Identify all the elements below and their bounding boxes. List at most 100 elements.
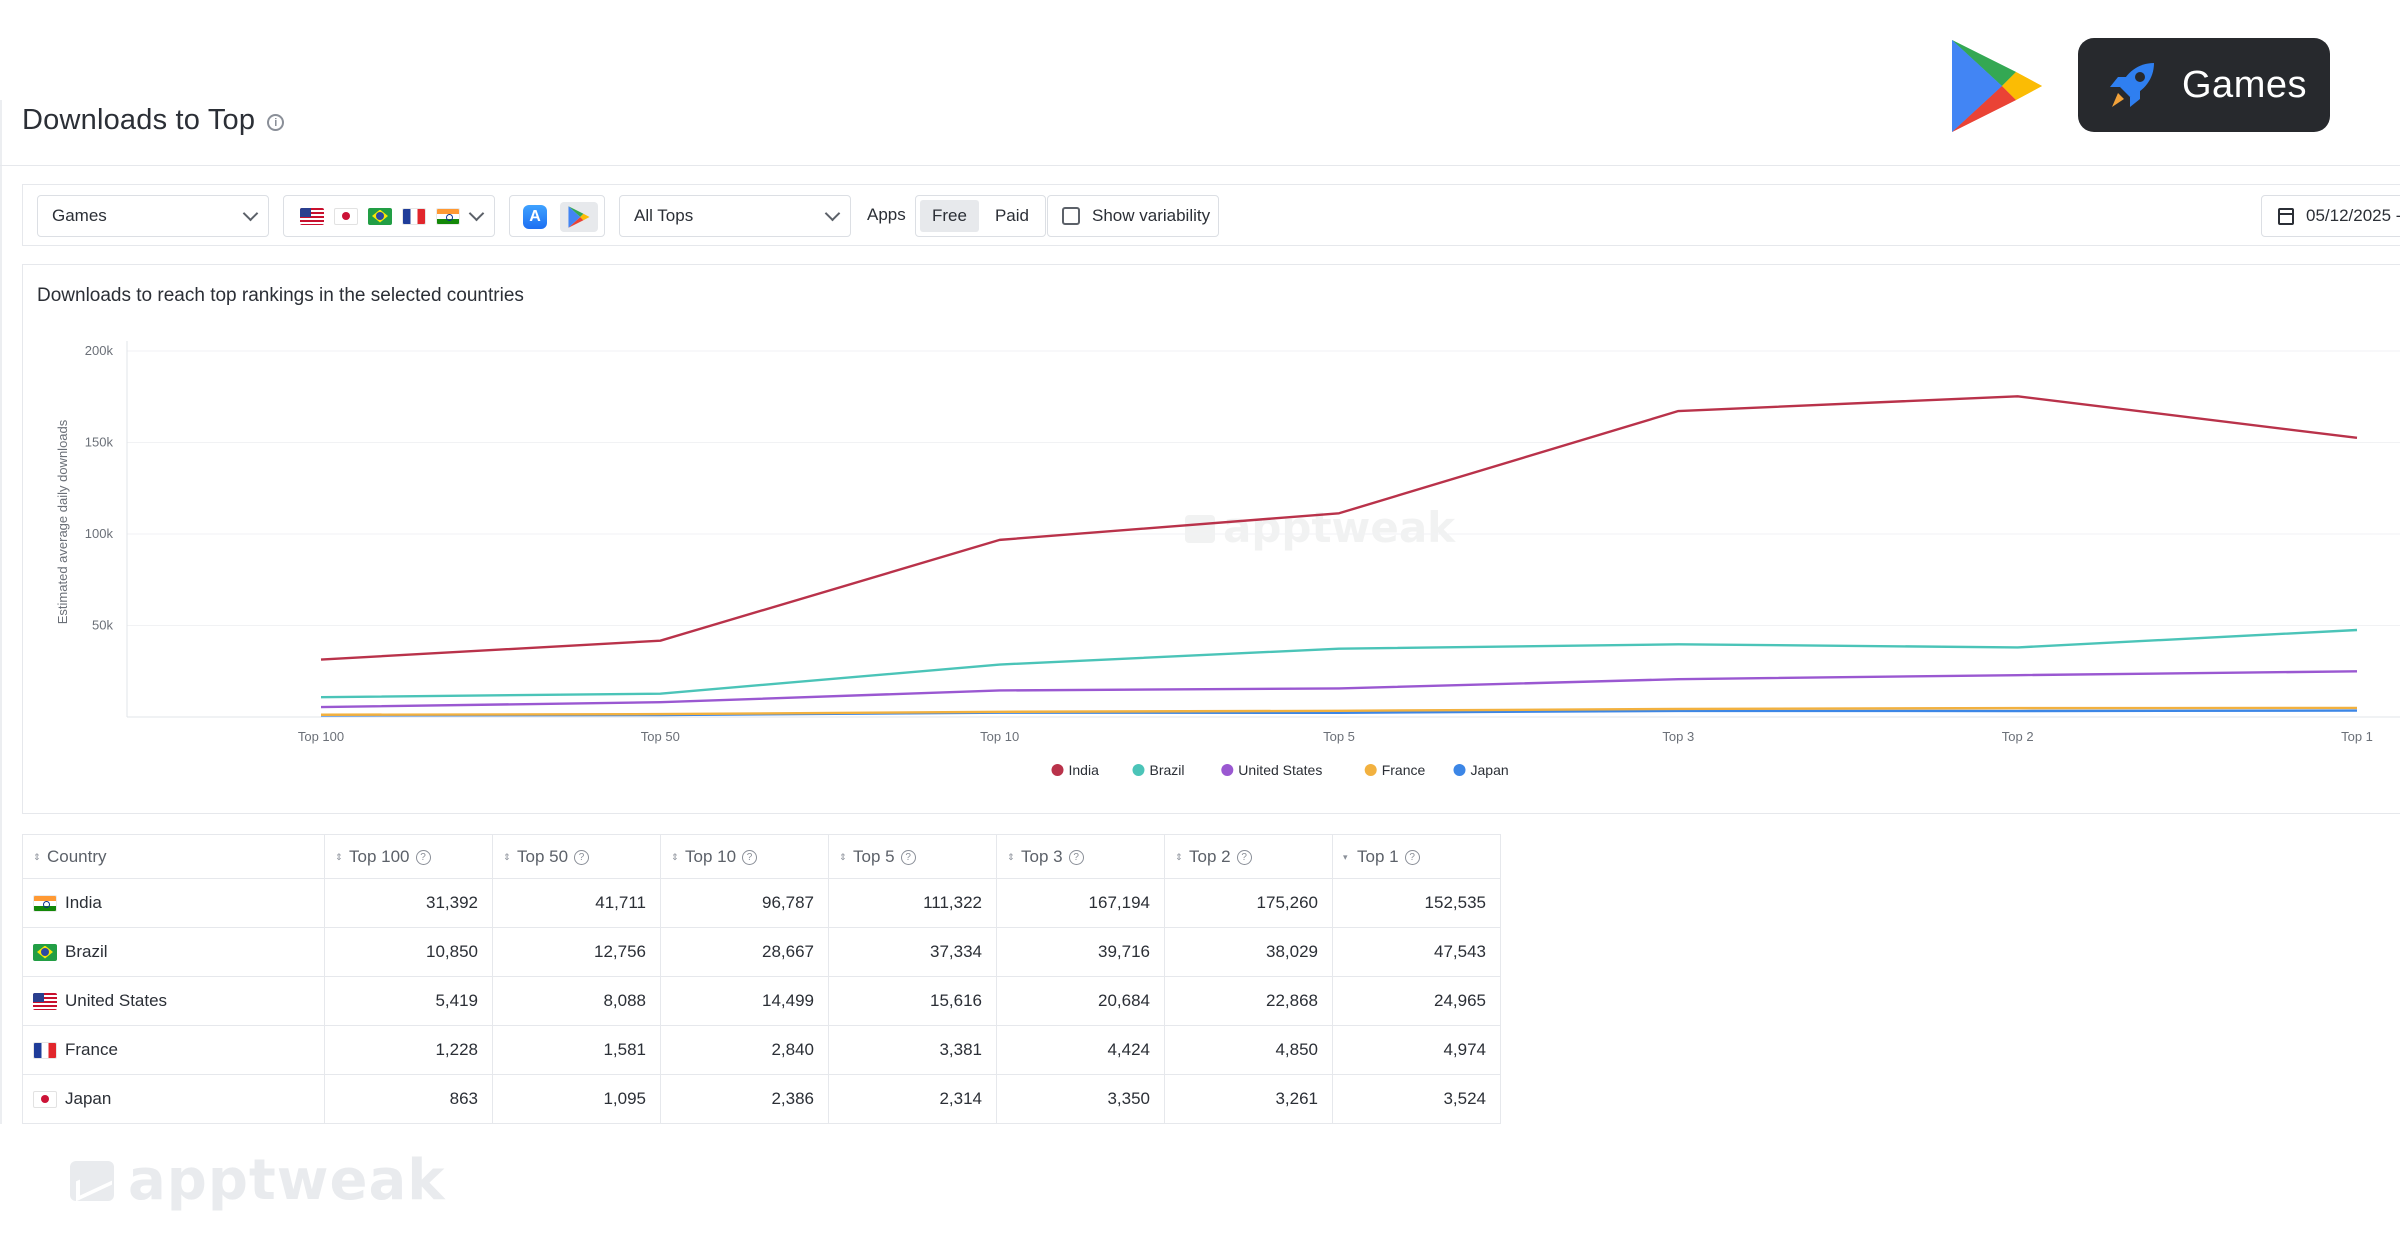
country-name: India (65, 893, 102, 912)
column-header-label: Top 5 (853, 846, 895, 866)
table-header-row: ⇕ Country ⇕ Top 100? ⇕ Top 50? ⇕ Top 10? ⇕ Top 5?… (22, 834, 1501, 879)
table-cell: 5,419 (324, 976, 493, 1026)
table-row: Brazil 10,850 12,756 28,667 37,334 39,716 38,0… (22, 927, 1501, 977)
date-range-value: 05/12/2025 - (2306, 206, 2400, 225)
series-line-brazil (320, 628, 2358, 699)
column-header-5[interactable]: ⇕ Top 3? (996, 834, 1165, 879)
tops-select[interactable]: All Tops (619, 195, 851, 237)
sort-icon: ⇕ (33, 852, 41, 863)
column-header-4[interactable]: ⇕ Top 5? (828, 834, 997, 879)
date-range-picker[interactable]: 05/12/2025 - (2261, 195, 2400, 237)
flag-br-icon (33, 943, 57, 961)
app-store-button[interactable]: A (516, 202, 554, 232)
price-toggle: Free Paid (915, 195, 1046, 237)
country-cell: France (22, 1025, 325, 1075)
table-cell: 1,228 (324, 1025, 493, 1075)
header-divider (0, 165, 2400, 166)
flag-in-icon (436, 207, 460, 225)
y-axis-title: Estimated average daily downloads (55, 419, 70, 624)
chart-title: Downloads to reach top rankings in the s… (37, 285, 524, 306)
table-cell: 12,756 (492, 927, 661, 977)
flag-jp-icon (33, 1090, 57, 1108)
store-toggle: A (509, 195, 605, 237)
y-tick-label: 100k (85, 526, 114, 541)
chart-card: Downloads to reach top rankings in the s… (22, 264, 2400, 814)
legend-label: India (1069, 762, 1100, 778)
x-tick-label: Top 1 (2341, 729, 2373, 744)
google-play-icon (1952, 40, 2042, 132)
column-header-label: Country (47, 846, 107, 866)
column-header-label: Top 2 (1189, 846, 1231, 866)
sort-icon: ⇕ (1007, 852, 1015, 863)
chart-watermark: apptweak (1185, 503, 1456, 552)
column-header-2[interactable]: ⇕ Top 50? (492, 834, 661, 879)
help-icon[interactable]: ? (415, 849, 431, 865)
column-header-7[interactable]: ▾ Top 1? (1332, 834, 1501, 879)
flag-in-icon (33, 894, 57, 912)
x-tick-label: Top 5 (1323, 729, 1355, 744)
column-header-label: Top 1 (1357, 846, 1399, 866)
country-cell: Brazil (22, 927, 325, 977)
filters-toolbar: Games A All To (22, 184, 2400, 246)
x-tick-label: Top 50 (641, 729, 680, 744)
info-icon[interactable]: i (267, 114, 285, 131)
chevron-down-icon (242, 205, 259, 222)
page-title: Downloads to Top (22, 104, 256, 136)
sort-icon: ⇕ (839, 852, 847, 863)
app-store-icon: A (523, 205, 547, 229)
country-select[interactable] (283, 195, 495, 237)
watermark-text: apptweak (1223, 503, 1456, 552)
column-header-6[interactable]: ⇕ Top 2? (1164, 834, 1333, 879)
table-cell: 15,616 (828, 976, 997, 1026)
paid-option[interactable]: Paid (994, 206, 1029, 225)
flag-us-icon (33, 992, 57, 1010)
help-icon[interactable]: ? (742, 849, 758, 865)
y-tick-label: 50k (92, 618, 113, 633)
table-cell: 152,535 (1332, 878, 1501, 928)
help-icon[interactable]: ? (1068, 849, 1084, 865)
column-header-label: Top 50 (517, 846, 569, 866)
table-cell: 2,840 (660, 1025, 829, 1075)
table-cell: 20,684 (996, 976, 1165, 1026)
calendar-icon (2278, 207, 2294, 225)
google-play-button[interactable] (560, 202, 598, 232)
help-icon[interactable]: ? (1236, 849, 1252, 865)
table-cell: 2,386 (660, 1074, 829, 1124)
table-cell: 1,095 (492, 1074, 661, 1124)
legend-label: Japan (1471, 762, 1509, 778)
table-cell: 175,260 (1164, 878, 1333, 928)
column-header-label: Top 100 (349, 846, 410, 866)
country-name: Japan (65, 1089, 112, 1108)
column-header-label: Top 10 (685, 846, 737, 866)
variability-checkbox[interactable] (1062, 207, 1080, 225)
table-cell: 3,261 (1164, 1074, 1333, 1124)
column-header-0[interactable]: ⇕ Country (22, 834, 325, 879)
table-row: France 1,228 1,581 2,840 3,381 4,424 4,850 4,97… (22, 1025, 1501, 1075)
x-tick-label: Top 10 (980, 729, 1019, 744)
chevron-down-icon (468, 205, 485, 222)
table-cell: 167,194 (996, 878, 1165, 928)
category-select[interactable]: Games (37, 195, 269, 237)
free-option[interactable]: Free (920, 200, 979, 232)
table-cell: 2,314 (828, 1074, 997, 1124)
legend-label: Brazil (1150, 762, 1185, 778)
variability-label: Show variability (1092, 206, 1211, 225)
help-icon[interactable]: ? (1404, 849, 1420, 865)
page-title-row: Downloads to Top i (22, 104, 285, 137)
country-cell: India (22, 878, 325, 928)
show-variability-toggle[interactable]: Show variability (1047, 195, 1219, 237)
column-header-label: Top 3 (1021, 846, 1063, 866)
x-tick-label: Top 2 (2002, 729, 2034, 744)
column-header-3[interactable]: ⇕ Top 10? (660, 834, 829, 879)
country-name: United States (65, 991, 168, 1010)
help-icon[interactable]: ? (574, 849, 590, 865)
table-cell: 10,850 (324, 927, 493, 977)
help-icon[interactable]: ? (900, 849, 916, 865)
table-body: India 31,392 41,711 96,787 111,322 167,194 175… (22, 878, 1501, 1124)
country-name: Brazil (65, 942, 108, 961)
x-tick-label: Top 3 (1662, 729, 1694, 744)
column-header-1[interactable]: ⇕ Top 100? (324, 834, 493, 879)
table-cell: 38,029 (1164, 927, 1333, 977)
y-tick-label: 150k (85, 435, 114, 450)
